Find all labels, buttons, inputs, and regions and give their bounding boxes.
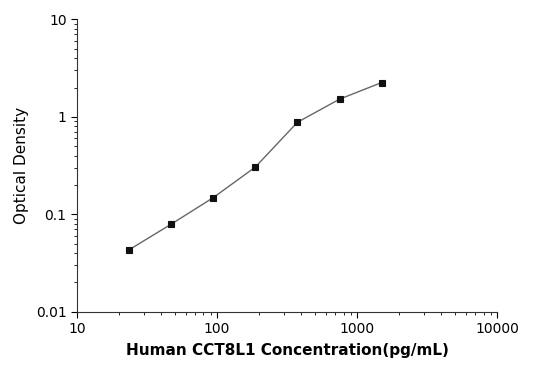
X-axis label: Human CCT8L1 Concentration(pg/mL): Human CCT8L1 Concentration(pg/mL)	[126, 343, 449, 358]
Y-axis label: Optical Density: Optical Density	[14, 107, 29, 224]
